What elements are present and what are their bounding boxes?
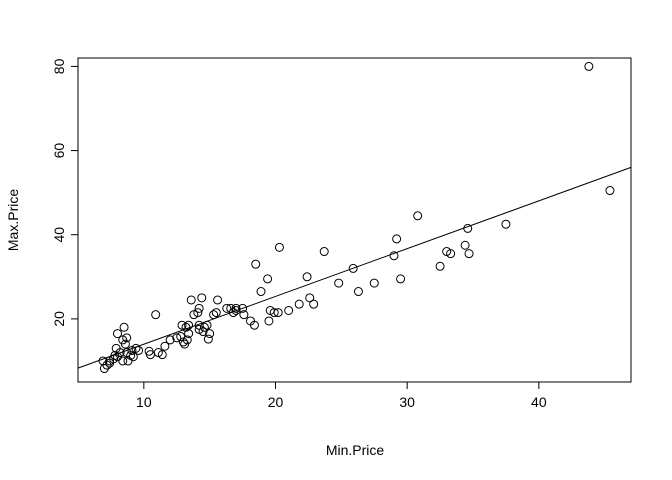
data-point <box>353 287 363 297</box>
y-axis: 20 40 60 80 <box>51 58 78 327</box>
y-tick-label: 80 <box>51 58 67 74</box>
x-axis: 10 20 30 40 <box>136 382 547 410</box>
data-point <box>369 278 379 288</box>
data-point <box>182 335 192 345</box>
data-point <box>222 303 232 313</box>
data-point <box>348 263 358 273</box>
data-point <box>274 242 284 252</box>
data-point <box>209 310 219 320</box>
data-point <box>501 219 511 229</box>
data-point <box>184 320 194 330</box>
data-point <box>128 352 138 362</box>
data-point <box>334 278 344 288</box>
data-point <box>396 274 406 284</box>
data-point <box>131 343 141 353</box>
data-point <box>464 249 474 259</box>
data-points <box>98 61 615 374</box>
data-point <box>584 61 594 71</box>
data-point <box>120 339 130 349</box>
data-point <box>115 348 125 358</box>
x-axis-title: Min.Price <box>326 442 385 458</box>
data-point <box>211 308 221 318</box>
data-point <box>446 249 456 259</box>
data-point <box>319 247 329 257</box>
data-point <box>172 333 182 343</box>
data-point <box>197 293 207 303</box>
data-point <box>463 223 473 233</box>
data-point <box>181 322 191 332</box>
data-point <box>203 334 213 344</box>
data-point <box>119 322 129 332</box>
y-tick-label: 40 <box>51 227 67 243</box>
data-point <box>199 322 209 332</box>
data-point <box>305 293 315 303</box>
x-tick-label: 40 <box>531 394 547 410</box>
data-point <box>238 303 248 313</box>
data-point <box>302 272 312 282</box>
data-point <box>269 308 279 318</box>
data-point <box>256 287 266 297</box>
data-point <box>118 356 128 366</box>
data-point <box>263 274 273 284</box>
data-point <box>231 305 241 315</box>
regression-line <box>77 166 632 369</box>
data-point <box>294 299 304 309</box>
data-point <box>113 329 122 339</box>
data-point <box>157 350 167 360</box>
data-point <box>309 299 319 309</box>
data-point <box>249 320 259 330</box>
data-point <box>198 327 208 337</box>
data-point <box>186 295 196 305</box>
regression-line-group <box>77 166 632 369</box>
data-point <box>605 186 615 196</box>
data-point <box>202 320 212 330</box>
y-tick-label: 20 <box>51 311 67 327</box>
data-point <box>205 329 215 339</box>
data-point <box>460 240 470 250</box>
data-point <box>239 310 249 320</box>
data-point <box>193 308 203 318</box>
data-point <box>251 259 261 269</box>
data-point <box>273 308 283 318</box>
x-tick-label: 10 <box>136 394 152 410</box>
data-point <box>134 345 144 355</box>
x-tick-label: 20 <box>268 394 284 410</box>
data-point <box>435 261 445 271</box>
data-point <box>165 335 175 345</box>
data-point <box>413 211 423 221</box>
plot-frame <box>77 57 632 383</box>
data-point <box>160 341 170 351</box>
data-point <box>122 333 132 343</box>
data-point <box>213 295 223 305</box>
data-point <box>392 234 402 244</box>
data-point <box>231 303 241 313</box>
x-tick-label: 30 <box>399 394 415 410</box>
data-point <box>194 303 204 313</box>
data-point <box>264 316 274 326</box>
data-point <box>151 310 161 320</box>
y-axis-title: Max.Price <box>5 189 21 251</box>
y-tick-label: 60 <box>51 143 67 159</box>
data-point <box>389 251 399 261</box>
data-point <box>284 305 294 315</box>
